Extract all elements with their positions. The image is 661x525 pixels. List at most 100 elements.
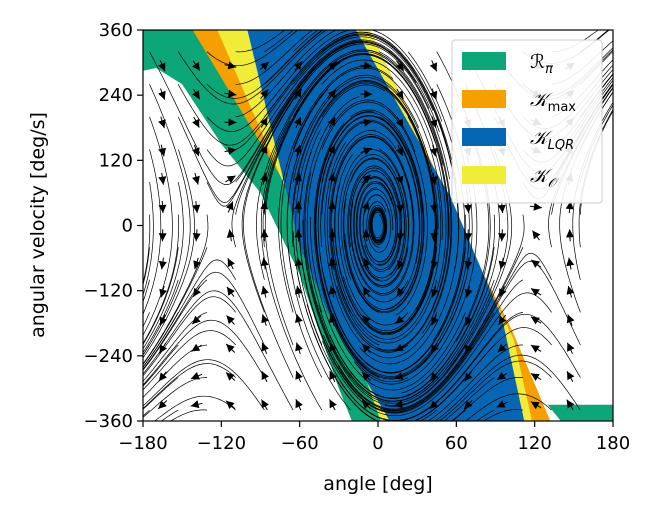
streamline-13 [143, 377, 179, 410]
x-tick-label-0: −180 [118, 433, 167, 454]
streamline-84 [286, 121, 351, 411]
streamline-4 [143, 279, 150, 304]
field-arrow-head-148 [531, 259, 540, 268]
streamline-170 [313, 327, 552, 421]
field-arrow-head-39 [261, 399, 269, 409]
field-arrow-head-143 [530, 401, 540, 410]
streamline-113 [353, 176, 409, 288]
legend-swatch-1 [462, 90, 506, 108]
field-arrow-head-133 [498, 316, 507, 325]
region-k-o-left [217, 30, 390, 421]
streamline-46 [235, 30, 313, 85]
streamline-12 [160, 409, 179, 421]
streamline-32 [206, 36, 434, 167]
legend-box [451, 39, 603, 204]
streamline-118 [376, 84, 450, 352]
streamline-61 [243, 91, 300, 378]
field-arrow-head-14 [190, 372, 200, 380]
y-tick-label-6: −360 [84, 411, 133, 432]
field-arrow-head-112 [429, 176, 438, 185]
streamline-56 [264, 43, 450, 180]
field-arrow-head-91 [394, 400, 403, 409]
y-tick-label-0: 360 [99, 20, 133, 41]
streamline-128 [336, 149, 449, 351]
field-arrow-head-66 [329, 371, 337, 380]
streamline-105 [344, 116, 423, 310]
streamline-158 [427, 344, 523, 421]
streamline-62 [264, 62, 341, 346]
streamline-137 [318, 242, 466, 374]
streamline-14 [143, 344, 179, 387]
streamline-107 [379, 51, 453, 334]
streamline-106 [362, 83, 437, 333]
field-arrow-head-104 [429, 400, 439, 409]
x-tick-label-3: 0 [372, 433, 383, 454]
field-arrow-head-74 [327, 145, 336, 154]
field-arrow-head-0 [158, 400, 167, 409]
field-arrow-head-103 [395, 61, 404, 71]
field-arrow-head-163 [565, 201, 574, 210]
field-arrow-head-145 [530, 345, 540, 353]
region-r-pi-top [143, 30, 248, 96]
streamline-116 [343, 149, 424, 312]
field-arrow-head-77 [328, 61, 337, 71]
streamline-5 [143, 247, 150, 287]
field-arrow-head-9 [158, 147, 166, 157]
field-arrow-head-78 [361, 400, 371, 409]
streamline-172 [337, 252, 552, 411]
streamline-30 [143, 214, 209, 365]
streamline-121 [304, 171, 438, 402]
field-arrow-head-84 [362, 229, 371, 238]
field-arrow-head-65 [329, 399, 337, 409]
field-arrow-head-134 [499, 288, 507, 298]
field-arrow-head-109 [430, 260, 439, 270]
field-arrow-head-90 [363, 61, 373, 70]
legend-swatch-0 [462, 52, 506, 70]
field-arrow-head-83 [363, 258, 371, 267]
field-arrow-head-144 [530, 373, 540, 381]
field-arrow-head-59 [294, 201, 303, 210]
field-arrow-head-86 [362, 174, 371, 184]
streamline-58 [264, 30, 324, 85]
field-arrow-head-20 [192, 204, 201, 213]
streamline-29 [143, 247, 208, 366]
streamline-25 [143, 377, 207, 418]
x-axis-label: angle [deg] [323, 473, 432, 495]
streamline-71 [292, 30, 319, 52]
streamline-8 [143, 149, 162, 316]
field-arrow-head-122 [464, 261, 473, 270]
field-arrow-head-67 [329, 342, 337, 352]
field-arrow-head-56 [294, 285, 303, 295]
field-arrow-head-80 [362, 343, 371, 353]
streamline-182 [380, 261, 581, 412]
field-arrow-head-63 [293, 88, 302, 98]
field-arrow-head-162 [566, 229, 574, 238]
field-arrow-head-156 [566, 399, 575, 409]
streamline-92 [350, 136, 414, 294]
streamline-81 [321, 82, 436, 310]
streamline-23 [178, 30, 328, 105]
field-arrow-head-2 [159, 344, 167, 354]
field-arrow-head-95 [396, 287, 405, 297]
field-arrow-head-149 [532, 230, 541, 240]
field-arrow-head-150 [533, 202, 542, 211]
axis-ticks: −180 −120 −60 0 60 120 180 360 240 120 0 −120 −240 −3… [84, 20, 631, 454]
streamline-162 [337, 214, 525, 410]
streamline-39 [143, 296, 236, 377]
streamline-151 [348, 182, 500, 402]
field-arrow-head-64 [294, 61, 302, 70]
field-arrow-head-76 [327, 89, 336, 99]
streamline-9 [143, 116, 173, 336]
field-arrow-head-1 [158, 372, 167, 382]
streamline-122 [315, 152, 438, 379]
field-arrow-head-36 [228, 118, 237, 127]
streamline-55 [264, 51, 444, 183]
field-arrow-head-27 [226, 372, 235, 381]
field-arrow-head-23 [192, 118, 200, 128]
field-arrow-head-22 [192, 147, 200, 157]
field-arrow-head-73 [328, 172, 336, 182]
streamline-180 [434, 354, 581, 421]
field-arrow-head-13 [190, 400, 200, 409]
field-arrow-head-61 [294, 144, 302, 154]
streamline-139 [332, 182, 470, 377]
